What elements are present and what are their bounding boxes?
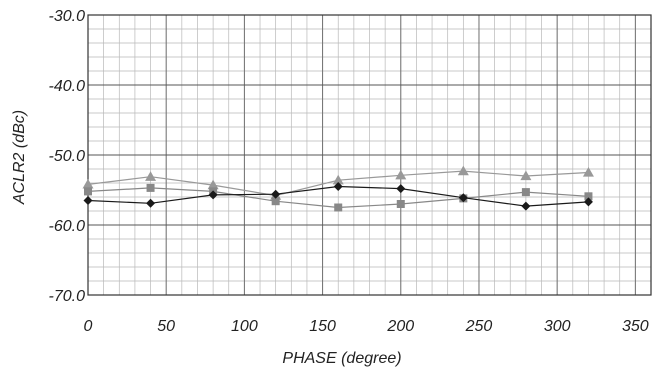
- data-point-square: [396, 200, 405, 208]
- data-point-square: [271, 197, 280, 206]
- data-point-diamond: [83, 196, 93, 205]
- y-tick-label: -70.0: [49, 288, 86, 305]
- y-tick-labels: -30.0 -40.0 -50.0 -60.0 -70.0: [49, 8, 86, 305]
- y-tick-label: -30.0: [49, 8, 86, 25]
- x-tick-label: 200: [386, 318, 414, 335]
- data-point-triangle: [82, 178, 94, 189]
- data-point-triangle: [332, 174, 344, 185]
- x-tick-labels: 0 50 100 150 200 250 300 350: [84, 318, 649, 335]
- x-tick-label: 300: [544, 318, 571, 335]
- y-tick-label: -60.0: [49, 218, 86, 235]
- data-point-triangle: [582, 167, 594, 177]
- plot-frame: [87, 14, 652, 296]
- plot-frame-rect: [87, 14, 652, 296]
- data-point-triangle: [457, 165, 469, 176]
- y-tick-label: -50.0: [49, 148, 86, 165]
- data-point-diamond: [271, 189, 281, 199]
- data-point-diamond: [396, 184, 406, 194]
- x-axis-title: PHASE (degree): [282, 350, 401, 367]
- data-point-diamond: [146, 198, 156, 208]
- x-tick-label: 150: [309, 318, 336, 335]
- data-point-square: [146, 183, 155, 192]
- data-point-triangle: [207, 179, 219, 190]
- x-tick-label: 350: [622, 318, 649, 335]
- data-point-diamond: [458, 193, 468, 203]
- x-tick-label: 100: [231, 318, 258, 335]
- series-diamond: [83, 182, 593, 211]
- series-layer: [82, 165, 594, 212]
- y-axis-title: ACLR2 (dBc): [11, 110, 28, 205]
- data-point-triangle: [395, 169, 407, 180]
- data-point-diamond: [521, 201, 531, 211]
- x-tick-label: 0: [84, 318, 93, 335]
- y-tick-label: -40.0: [49, 78, 86, 95]
- data-point-diamond: [333, 182, 343, 191]
- data-point-square: [84, 187, 92, 196]
- data-point-square: [521, 188, 530, 197]
- data-point-diamond: [583, 197, 593, 207]
- x-tick-label: 50: [157, 318, 175, 335]
- data-point-square: [334, 203, 343, 212]
- data-point-triangle: [520, 170, 532, 181]
- data-point-diamond: [208, 190, 218, 200]
- data-point-square: [584, 192, 593, 201]
- x-tick-label: 250: [465, 318, 493, 335]
- data-point-triangle: [145, 171, 157, 181]
